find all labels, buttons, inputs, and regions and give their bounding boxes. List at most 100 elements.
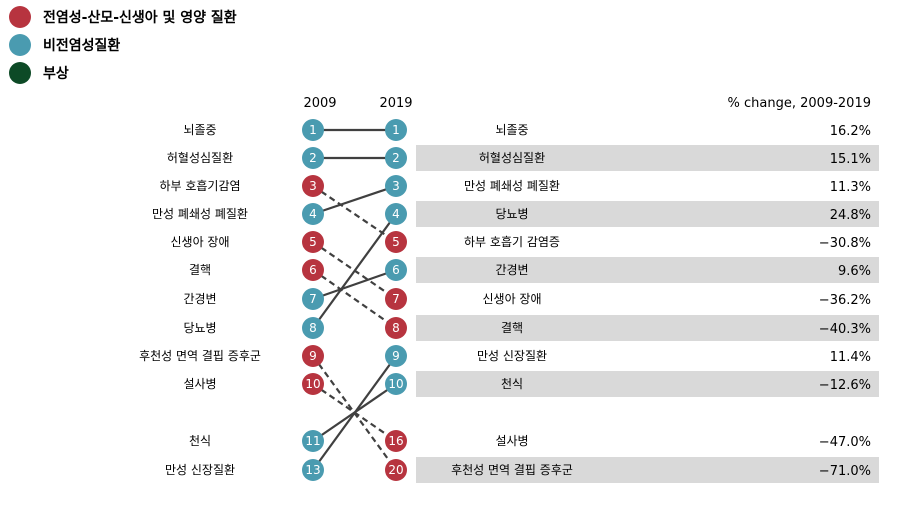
pct-change-header: % change, 2009-2019 bbox=[728, 96, 871, 111]
rank-circle-2019 bbox=[385, 231, 407, 253]
row-band bbox=[416, 315, 879, 341]
rank-number-2019: 8 bbox=[392, 321, 400, 335]
rank-number-2009: 1 bbox=[309, 123, 317, 137]
pct-change-value: −40.3% bbox=[819, 322, 871, 337]
rank-number-2009: 13 bbox=[305, 463, 320, 477]
rank-number-2009: 11 bbox=[305, 434, 320, 448]
rank-circle-2009 bbox=[302, 231, 324, 253]
rank-number-2019: 7 bbox=[392, 292, 400, 306]
rank-number-2019: 20 bbox=[388, 463, 403, 477]
cause-label-2019: 당뇨병 bbox=[495, 207, 528, 221]
rank-number-2009: 8 bbox=[309, 321, 317, 335]
year-2019-label: 2019 bbox=[379, 96, 412, 111]
rank-circle-2019 bbox=[385, 430, 407, 452]
rank-circle-2019 bbox=[385, 373, 407, 395]
rank-number-2009: 9 bbox=[309, 349, 317, 363]
cause-label-2009: 설사병 bbox=[183, 377, 216, 391]
rank-circle-2009 bbox=[302, 459, 324, 481]
pct-change-value: 9.6% bbox=[838, 264, 871, 279]
rank-change-line-3 bbox=[312, 185, 397, 243]
rank-circle-2019 bbox=[385, 317, 407, 339]
rank-number-2019: 6 bbox=[392, 263, 400, 277]
legend-swatch-injury bbox=[9, 62, 31, 84]
legend-label: 비전염성질환 bbox=[43, 37, 120, 54]
rank-circle-2019 bbox=[385, 345, 407, 367]
rank-number-2009: 7 bbox=[309, 292, 317, 306]
rank-change-line-7 bbox=[312, 268, 397, 301]
cause-label-2019: 허혈성심질환 bbox=[479, 151, 545, 165]
rank-circle-2019 bbox=[385, 119, 407, 141]
pct-change-value: 11.4% bbox=[830, 350, 871, 365]
rank-2009-column: 뇌졸중 1 허혈성심질환 2 하부 호흡기감염 3 만성 폐쇄성 폐질환 4 신생아 장애 5 결핵… bbox=[139, 119, 324, 481]
cause-label-2009: 천식 bbox=[189, 433, 211, 448]
cause-label-2009: 간경변 bbox=[183, 292, 216, 306]
pct-change-value: −30.8% bbox=[819, 236, 871, 251]
cause-label-2019: 설사병 bbox=[495, 434, 528, 448]
rank-change-line-4 bbox=[312, 184, 397, 216]
rank-number-2009: 3 bbox=[309, 179, 317, 193]
rank-number-2019: 16 bbox=[388, 434, 403, 448]
cause-label-2019: 천식 bbox=[501, 376, 523, 391]
cause-label-2019: 신생아 장애 bbox=[482, 292, 541, 306]
rank-circle-2009 bbox=[302, 203, 324, 225]
row-band bbox=[416, 457, 879, 483]
rank-number-2019: 1 bbox=[392, 123, 400, 137]
rank-circle-2009 bbox=[302, 119, 324, 141]
rank-circle-2009 bbox=[302, 317, 324, 339]
rank-circle-2009 bbox=[302, 345, 324, 367]
cause-label-2019: 만성 신장질환 bbox=[477, 349, 547, 363]
rank-circle-2019 bbox=[385, 147, 407, 169]
row-band bbox=[416, 201, 879, 227]
legend-swatch-noncommunicable bbox=[9, 34, 31, 56]
legend-label: 부상 bbox=[43, 66, 69, 82]
cause-label-2019: 간경변 bbox=[495, 263, 528, 277]
rank-circle-2019 bbox=[385, 288, 407, 310]
rank-circle-2009 bbox=[302, 147, 324, 169]
rank-number-2019: 4 bbox=[392, 207, 400, 221]
rank-circle-2009 bbox=[302, 430, 324, 452]
cause-label-2009: 결핵 bbox=[189, 263, 211, 277]
rank-number-2009: 5 bbox=[309, 235, 317, 249]
pct-change-value: −71.0% bbox=[819, 464, 871, 479]
rank-circle-2009 bbox=[302, 259, 324, 281]
cause-label-2009: 후천성 면역 결핍 증후군 bbox=[139, 348, 261, 363]
rank-circle-2019 bbox=[385, 259, 407, 281]
rank-circle-2019 bbox=[385, 175, 407, 197]
row-band bbox=[416, 257, 879, 283]
cause-label-2009: 뇌졸중 bbox=[183, 123, 216, 137]
cause-label-2009: 허혈성심질환 bbox=[167, 151, 233, 165]
rank-number-2009: 10 bbox=[305, 377, 320, 391]
cause-label-2019: 뇌졸중 bbox=[495, 123, 528, 137]
cause-label-2009: 만성 폐쇄성 폐질환 bbox=[152, 207, 248, 221]
rank-number-2009: 2 bbox=[309, 151, 317, 165]
pct-change-value: −12.6% bbox=[819, 378, 871, 393]
year-2009-label: 2009 bbox=[303, 96, 336, 111]
legend-label: 전염성-산모-신생아 및 영양 질환 bbox=[43, 9, 237, 26]
rank-number-2019: 2 bbox=[392, 151, 400, 165]
rank-circle-2009 bbox=[302, 175, 324, 197]
rank-circle-2019 bbox=[385, 459, 407, 481]
rank-change-line-8 bbox=[312, 213, 397, 329]
cause-label-2009: 당뇨병 bbox=[183, 321, 216, 335]
rank-2019-column: 1 뇌졸중 16.2% 2 허혈성심질환 15.1% 3 만성 폐쇄성 폐질환 11.3% 4 당뇨… bbox=[385, 119, 871, 481]
rank-circle-2009 bbox=[302, 288, 324, 310]
rank-circle-2009 bbox=[302, 373, 324, 395]
row-bands bbox=[416, 145, 879, 483]
row-band bbox=[416, 371, 879, 397]
cause-label-2009: 하부 호흡기감염 bbox=[159, 179, 240, 193]
cause-label-2019: 하부 호흡기 감염증 bbox=[464, 235, 560, 249]
pct-change-value: −47.0% bbox=[819, 435, 871, 450]
rank-number-2019: 9 bbox=[392, 349, 400, 363]
cause-label-2019: 후천성 면역 결핍 증후군 bbox=[451, 462, 573, 477]
cause-label-2009: 만성 신장질환 bbox=[165, 463, 235, 477]
rank-change-line-13 bbox=[312, 355, 397, 471]
rank-number-2019: 5 bbox=[392, 235, 400, 249]
rank-circle-2019 bbox=[385, 203, 407, 225]
pct-change-value: 11.3% bbox=[830, 180, 871, 195]
pct-change-value: 16.2% bbox=[830, 124, 871, 139]
connectors bbox=[312, 128, 397, 471]
pct-change-value: 24.8% bbox=[830, 208, 871, 223]
rank-number-2019: 3 bbox=[392, 179, 400, 193]
